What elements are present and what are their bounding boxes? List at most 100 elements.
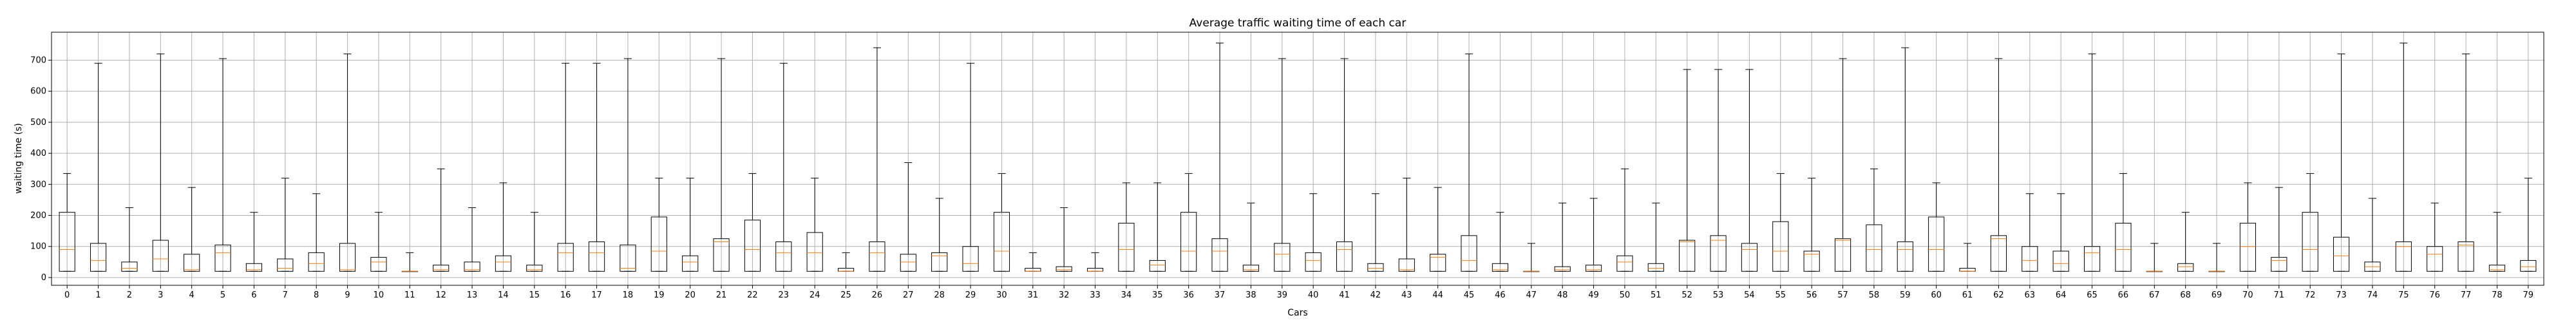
x-axis-label: Cars bbox=[1287, 308, 1307, 318]
x-tick-label: 8 bbox=[314, 290, 319, 300]
box-71 bbox=[2271, 187, 2287, 272]
iqr-box bbox=[2083, 246, 2101, 272]
iqr-box bbox=[277, 258, 294, 272]
x-tick-label: 24 bbox=[810, 290, 820, 300]
box-77 bbox=[2458, 53, 2474, 272]
x-tick-label: 60 bbox=[1931, 290, 1942, 300]
x-tick-label: 2 bbox=[127, 290, 132, 300]
iqr-box bbox=[121, 261, 138, 272]
iqr-box bbox=[1616, 255, 1633, 272]
box-26 bbox=[869, 47, 886, 272]
x-tick-label: 67 bbox=[2149, 290, 2160, 300]
box-19 bbox=[650, 178, 667, 272]
iqr-box bbox=[2395, 241, 2412, 272]
iqr-box bbox=[1647, 263, 1664, 272]
box-43 bbox=[1398, 178, 1415, 272]
x-tick-label: 49 bbox=[1588, 290, 1599, 300]
box-18 bbox=[620, 58, 636, 272]
iqr-box bbox=[1554, 266, 1571, 272]
box-53 bbox=[1710, 69, 1727, 272]
iqr-box bbox=[370, 257, 387, 272]
x-tick-label: 22 bbox=[747, 290, 758, 300]
x-tick-label: 55 bbox=[1776, 290, 1786, 300]
iqr-box bbox=[1866, 224, 1882, 272]
iqr-box bbox=[993, 212, 1010, 272]
x-tick-label: 5 bbox=[220, 290, 225, 300]
x-tick-label: 73 bbox=[2336, 290, 2347, 300]
y-tick-label: 400 bbox=[30, 149, 46, 158]
x-tick-label: 56 bbox=[1806, 290, 1817, 300]
x-tick-label: 17 bbox=[591, 290, 602, 300]
x-tick-label: 52 bbox=[1681, 290, 1692, 300]
box-51 bbox=[1647, 202, 1664, 272]
box-70 bbox=[2239, 182, 2257, 272]
iqr-box bbox=[2115, 223, 2132, 272]
box-37 bbox=[1211, 43, 1228, 272]
x-tick-label: 68 bbox=[2180, 290, 2191, 300]
iqr-box bbox=[495, 255, 512, 272]
x-tick-label: 11 bbox=[404, 290, 415, 300]
box-67 bbox=[2146, 243, 2163, 272]
box-34 bbox=[1118, 182, 1135, 272]
box-56 bbox=[1803, 178, 1820, 272]
iqr-box bbox=[1274, 243, 1291, 272]
plot-frame bbox=[51, 32, 2544, 286]
iqr-box bbox=[1180, 212, 1197, 272]
x-tick-label: 65 bbox=[2087, 290, 2098, 300]
y-tick-label: 700 bbox=[30, 55, 46, 65]
iqr-box bbox=[1803, 251, 1820, 272]
iqr-box bbox=[2239, 223, 2257, 272]
iqr-box bbox=[1897, 241, 1913, 272]
iqr-box bbox=[245, 263, 263, 272]
box-60 bbox=[1928, 182, 1945, 272]
x-tick-label: 25 bbox=[840, 290, 851, 300]
iqr-box bbox=[962, 246, 979, 272]
box-27 bbox=[900, 162, 916, 272]
box-23 bbox=[775, 62, 792, 272]
iqr-box bbox=[2520, 260, 2537, 272]
box-38 bbox=[1242, 202, 1260, 272]
x-tick-label: 20 bbox=[685, 290, 696, 300]
iqr-box bbox=[775, 241, 792, 272]
x-tick-label: 41 bbox=[1339, 290, 1350, 300]
x-tick-label: 77 bbox=[2461, 290, 2472, 300]
x-tick-label: 71 bbox=[2274, 290, 2285, 300]
x-tick-label: 31 bbox=[1028, 290, 1039, 300]
iqr-box bbox=[2427, 246, 2443, 272]
x-tick-label: 7 bbox=[283, 290, 288, 300]
box-42 bbox=[1367, 193, 1384, 272]
iqr-box bbox=[806, 232, 823, 272]
box-62 bbox=[1990, 58, 2007, 272]
x-tick-label: 21 bbox=[716, 290, 727, 300]
iqr-box bbox=[1741, 243, 1758, 272]
box-47 bbox=[1523, 243, 1540, 272]
iqr-box bbox=[1118, 223, 1135, 272]
x-tick-label: 43 bbox=[1401, 290, 1412, 300]
box-48 bbox=[1554, 202, 1571, 272]
x-tick-label: 72 bbox=[2305, 290, 2316, 300]
box-17 bbox=[588, 62, 605, 272]
iqr-box bbox=[1367, 263, 1384, 272]
box-74 bbox=[2364, 198, 2381, 272]
iqr-box bbox=[1211, 238, 1228, 272]
x-axis-ticks: 0 1 2 3 4 5 6 7 8 9 10 11 12 13 14 15 16 17 18 19 20 21 22 23 24… bbox=[64, 285, 2533, 300]
box-75 bbox=[2395, 43, 2412, 272]
box-50 bbox=[1616, 168, 1633, 272]
box-36 bbox=[1180, 173, 1197, 272]
x-tick-label: 12 bbox=[435, 290, 446, 300]
iqr-box bbox=[214, 244, 231, 272]
iqr-box bbox=[184, 254, 200, 272]
x-tick-label: 57 bbox=[1837, 290, 1848, 300]
box-64 bbox=[2052, 193, 2069, 272]
iqr-box bbox=[2177, 263, 2194, 272]
x-tick-label: 27 bbox=[903, 290, 914, 300]
box-49 bbox=[1585, 198, 1602, 272]
x-tick-label: 48 bbox=[1557, 290, 1568, 300]
box-2 bbox=[121, 207, 138, 272]
box-14 bbox=[495, 182, 512, 272]
iqr-box bbox=[1710, 235, 1727, 272]
x-tick-label: 45 bbox=[1464, 290, 1475, 300]
x-tick-label: 16 bbox=[560, 290, 571, 300]
x-tick-label: 46 bbox=[1495, 290, 1506, 300]
